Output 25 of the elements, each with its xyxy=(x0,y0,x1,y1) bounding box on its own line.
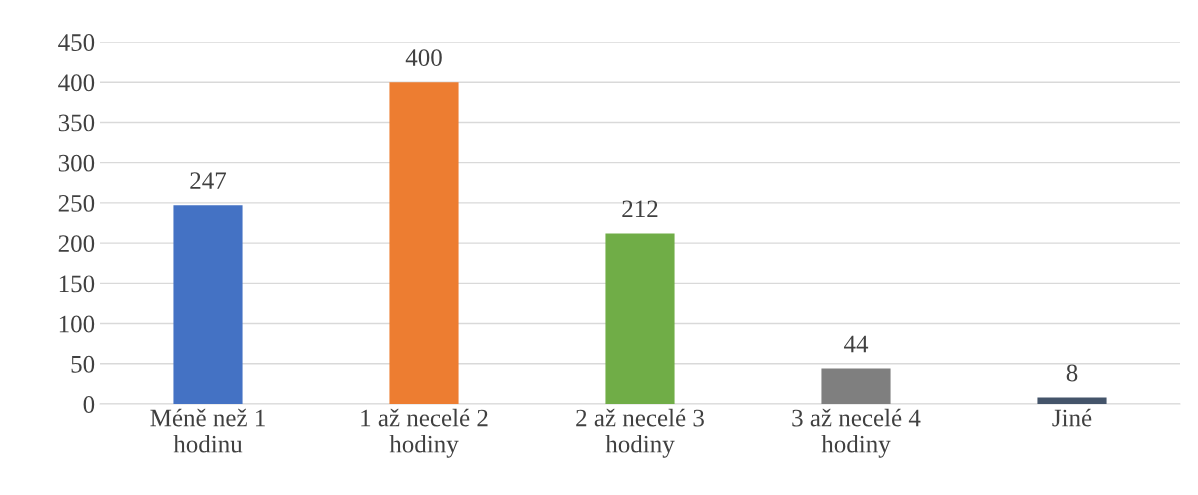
y-tick-label: 0 xyxy=(83,396,95,413)
y-tick-label: 200 xyxy=(58,235,95,253)
y-tick-label: 100 xyxy=(59,315,95,333)
y-tick-label: 450 xyxy=(58,34,95,51)
bar xyxy=(605,233,675,404)
data-label: 247 xyxy=(190,172,227,189)
x-tick-label: 3 až necelé 4 hodiny xyxy=(792,408,921,458)
x-tick-label: Méně než 1 hodinu xyxy=(150,408,265,453)
y-tick-label: 350 xyxy=(58,114,95,132)
data-label: 8 xyxy=(1066,364,1078,382)
bar xyxy=(389,82,459,404)
x-tick-label: 1 až necelé 2 hodiny xyxy=(361,408,488,458)
bar xyxy=(821,368,891,404)
data-label: 44 xyxy=(843,335,869,353)
y-tick-label: 50 xyxy=(71,355,95,373)
x-tick-label: 2 až necelé 3 hodiny xyxy=(576,408,704,458)
bar xyxy=(173,205,243,404)
y-tick-label: 150 xyxy=(59,275,95,293)
data-label: 212 xyxy=(622,200,658,218)
x-tick-label: Jiné xyxy=(1052,408,1092,427)
bar xyxy=(1037,397,1107,404)
y-tick-label: 400 xyxy=(58,74,95,92)
y-tick-label: 300 xyxy=(58,154,95,172)
data-label: 400 xyxy=(405,49,442,67)
y-tick-label: 250 xyxy=(58,194,95,212)
